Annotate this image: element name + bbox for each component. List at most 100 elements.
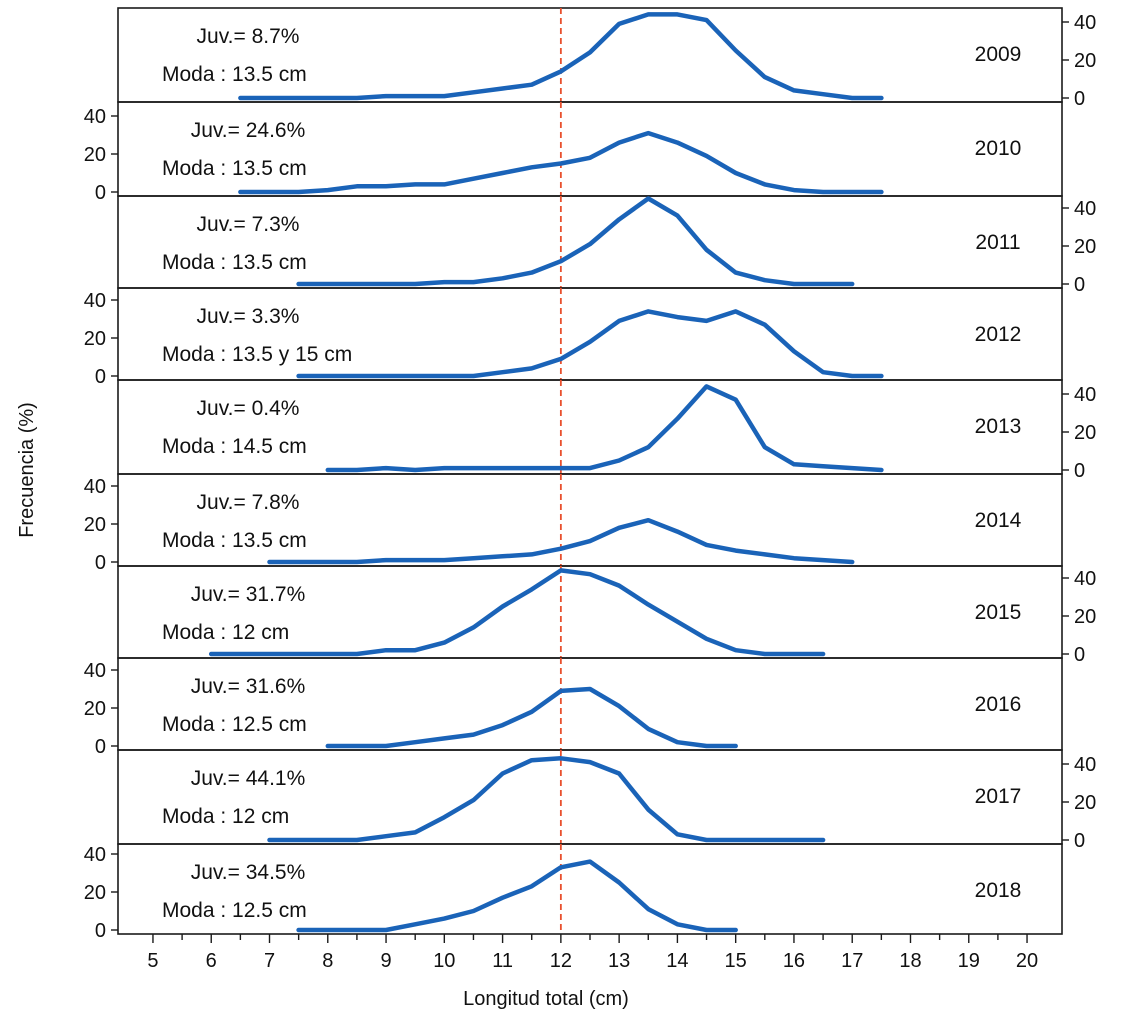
y-tick-label: 40 <box>84 660 106 682</box>
y-tick-label: 0 <box>1074 830 1085 852</box>
mode-label: Moda : 12 cm <box>162 621 289 644</box>
mode-label: Moda : 13.5 y 15 cm <box>162 343 352 366</box>
y-tick-label: 0 <box>95 182 106 204</box>
frequency-line-2012 <box>296 309 884 379</box>
x-tick-label: 10 <box>433 950 455 972</box>
panel-2010: 0 20 40 Juv.= 24.6% Moda : 13.5 cm 2010 <box>84 101 1063 204</box>
x-tick-label: 15 <box>725 950 747 972</box>
x-tick-label: 14 <box>666 950 688 972</box>
panel-2014: 0 20 40 Juv.= 7.8% Moda : 13.5 cm 2014 <box>84 473 1063 574</box>
y-tick-label: 40 <box>1074 754 1096 776</box>
y-tick-label: 40 <box>1074 384 1096 406</box>
y-tick-label: 0 <box>1074 88 1085 110</box>
y-tick-label: 20 <box>84 328 106 350</box>
panel-2009: 0 20 40 Juv.= 8.7% Moda : 13.5 cm 2009 <box>117 7 1096 110</box>
y-tick-label: 40 <box>1074 198 1096 220</box>
y-tick-label: 0 <box>95 552 106 574</box>
x-tick-label: 12 <box>550 950 572 972</box>
mode-label: Moda : 14.5 cm <box>162 435 307 458</box>
juvenile-percentage-label: Juv.= 34.5% <box>191 861 306 884</box>
year-label: 2017 <box>975 785 1022 808</box>
panel-frame <box>117 657 1063 751</box>
y-tick-label: 20 <box>1074 792 1096 814</box>
juvenile-percentage-label: Juv.= 8.7% <box>197 25 300 48</box>
frequency-line-2011 <box>296 196 855 287</box>
panel-2012: 0 20 40 Juv.= 3.3% Moda : 13.5 y 15 cm 2012 <box>84 287 1063 388</box>
x-tick-label: 8 <box>322 950 333 972</box>
frequency-line-2018 <box>296 859 738 933</box>
year-label: 2012 <box>975 323 1022 346</box>
juvenile-percentage-label: Juv.= 7.8% <box>197 491 300 514</box>
y-tick-label: 40 <box>84 476 106 498</box>
year-label: 2013 <box>975 415 1022 438</box>
juvenile-percentage-label: Juv.= 3.3% <box>197 305 300 328</box>
y-axis-title: Frecuencia (%) <box>16 402 38 538</box>
year-label: 2009 <box>975 43 1022 66</box>
panel-2015: 0 20 40 Juv.= 31.7% Moda : 12 cm 2015 <box>117 565 1096 666</box>
juvenile-percentage-label: Juv.= 31.7% <box>191 583 306 606</box>
y-tick-label: 20 <box>1074 606 1096 628</box>
panel-frame <box>117 565 1063 659</box>
panel-2018: 0 20 40 Juv.= 34.5% Moda : 12.5 cm 2018 <box>84 843 1063 942</box>
panel-2013: 0 20 40 Juv.= 0.4% Moda : 14.5 cm 2013 <box>117 379 1096 482</box>
mode-label: Moda : 13.5 cm <box>162 157 307 180</box>
y-tick-label: 0 <box>1074 644 1085 666</box>
y-tick-label: 0 <box>95 736 106 758</box>
frequency-line-2009 <box>238 12 884 101</box>
juvenile-percentage-label: Juv.= 0.4% <box>197 397 300 420</box>
juvenile-percentage-label: Juv.= 24.6% <box>191 119 306 142</box>
x-tick-label: 19 <box>958 950 980 972</box>
x-tick-label: 20 <box>1016 950 1038 972</box>
x-tick-label: 17 <box>841 950 863 972</box>
year-label: 2016 <box>975 693 1022 716</box>
mode-label: Moda : 12.5 cm <box>162 899 307 922</box>
year-label: 2018 <box>975 879 1022 902</box>
x-tick-label: 7 <box>264 950 275 972</box>
y-tick-label: 40 <box>84 290 106 312</box>
juvenile-percentage-label: Juv.= 44.1% <box>191 767 306 790</box>
y-tick-label: 20 <box>1074 422 1096 444</box>
x-tick-label: 6 <box>206 950 217 972</box>
y-tick-label: 20 <box>84 698 106 720</box>
y-tick-label: 0 <box>1074 274 1085 296</box>
panel-frame <box>117 101 1063 197</box>
y-tick-label: 40 <box>84 106 106 128</box>
y-tick-label: 40 <box>84 844 106 866</box>
panel-2017: 0 20 40 Juv.= 44.1% Moda : 12 cm 2017 <box>117 749 1096 852</box>
panel-frame <box>117 379 1063 475</box>
x-tick-label: 11 <box>492 950 513 972</box>
panel-frame <box>117 473 1063 567</box>
year-label: 2010 <box>975 137 1022 160</box>
y-tick-label: 0 <box>95 920 106 942</box>
x-tick-label: 13 <box>608 950 630 972</box>
juvenile-percentage-label: Juv.= 31.6% <box>191 675 306 698</box>
mode-label: Moda : 12 cm <box>162 805 289 828</box>
x-axis: 5 6 7 8 9 10 11 12 13 14 15 16 17 18 19 20 <box>147 934 1038 972</box>
year-label: 2014 <box>975 509 1022 532</box>
y-tick-label: 20 <box>1074 50 1096 72</box>
panel-2016: 0 20 40 Juv.= 31.6% Moda : 12.5 cm 2016 <box>84 657 1063 758</box>
x-tick-label: 18 <box>899 950 921 972</box>
x-tick-label: 5 <box>147 950 158 972</box>
y-tick-label: 40 <box>1074 12 1096 34</box>
year-label: 2015 <box>975 601 1022 624</box>
frequency-line-2015 <box>208 568 826 657</box>
x-tick-label: 16 <box>783 950 805 972</box>
y-tick-label: 20 <box>84 514 106 536</box>
mode-label: Moda : 13.5 cm <box>162 63 307 86</box>
frequency-line-2013 <box>325 384 884 473</box>
y-tick-label: 20 <box>84 882 106 904</box>
mode-label: Moda : 13.5 cm <box>162 251 307 274</box>
juvenile-percentage-label: Juv.= 7.3% <box>197 213 300 236</box>
y-tick-label: 40 <box>1074 568 1096 590</box>
y-tick-label: 20 <box>1074 236 1096 258</box>
mode-label: Moda : 13.5 cm <box>162 529 307 552</box>
x-tick-label: 9 <box>380 950 391 972</box>
panel-frame <box>117 287 1063 381</box>
y-tick-label: 0 <box>95 366 106 388</box>
frequency-line-2016 <box>325 686 738 749</box>
mode-label: Moda : 12.5 cm <box>162 713 307 736</box>
y-tick-label: 0 <box>1074 460 1085 482</box>
y-tick-label: 20 <box>84 144 106 166</box>
